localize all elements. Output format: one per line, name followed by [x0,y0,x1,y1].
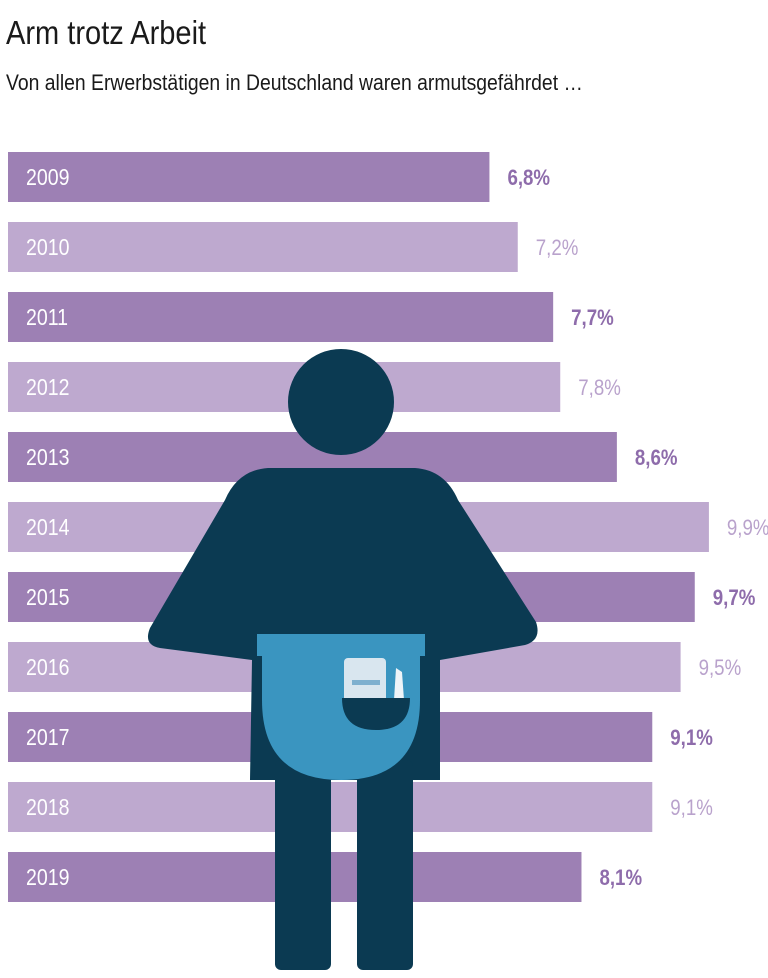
bar-2009 [8,152,490,202]
figure-head [288,349,394,455]
value-label-2017: 9,1% [670,727,713,751]
bar-2010 [8,222,518,272]
pen-icon [394,668,404,700]
category-label-2010: 2010 [26,235,70,261]
notepad-line [352,680,380,685]
value-label-2011: 7,7% [571,307,614,331]
category-label-2015: 2015 [26,585,69,611]
bar-2012 [8,362,561,412]
value-label-2009: 6,8% [507,167,550,191]
worker-with-empty-pockets-illustration [147,349,538,970]
apron-pocket [342,698,410,730]
figure-left-leg [275,760,331,970]
category-label-2012: 2012 [26,375,69,401]
apron-band [257,634,425,656]
value-label-2015: 9,7% [713,587,756,611]
bar-2011 [8,292,554,342]
category-label-2014: 2014 [26,515,70,541]
chart-title: Arm trotz Arbeit [6,14,207,51]
category-label-2016: 2016 [26,655,69,681]
value-label-2016: 9,5% [699,657,742,681]
chart-subtitle: Von allen Erwerbstätigen in Deutschland … [6,70,583,95]
category-label-2009: 2009 [26,165,69,191]
category-label-2013: 2013 [26,445,69,471]
value-label-2018: 9,1% [670,797,713,821]
figure-body [147,468,538,780]
category-label-2018: 2018 [26,795,69,821]
category-label-2019: 2019 [26,865,69,891]
value-label-2010: 7,2% [536,237,579,261]
value-label-2014: 9,9% [727,517,768,541]
value-label-2013: 8,6% [635,447,678,471]
category-label-2011: 2011 [26,305,68,331]
value-label-2019: 8,1% [599,867,642,891]
category-label-2017: 2017 [26,725,69,751]
figure-right-leg [357,760,413,970]
value-label-2012: 7,8% [578,377,621,401]
